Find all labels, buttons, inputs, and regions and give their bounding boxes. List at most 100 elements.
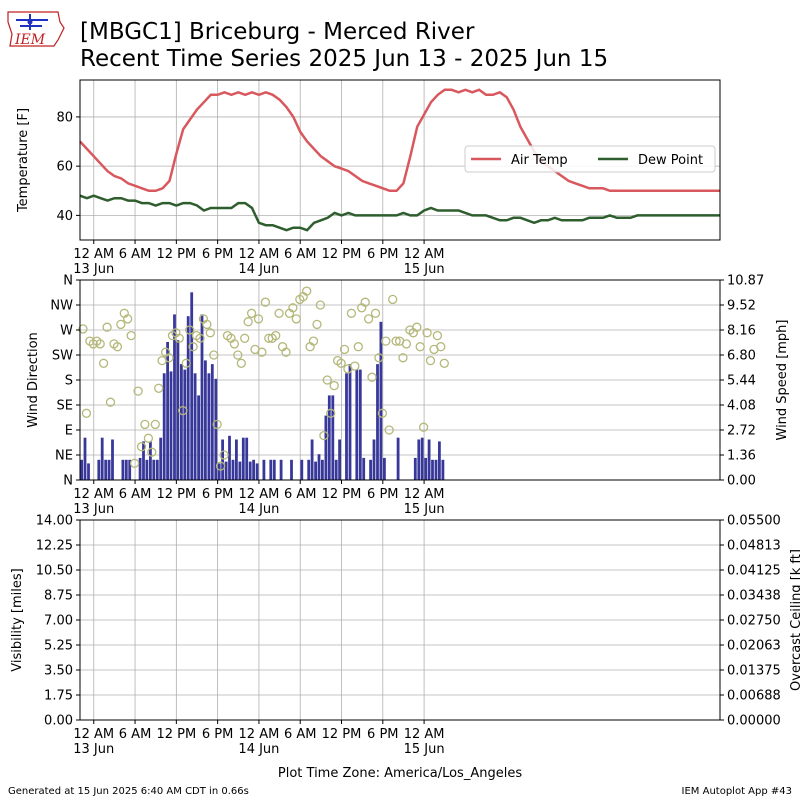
wind-direction-marker-53: [260, 297, 271, 307]
wind-direction-marker-19: [143, 433, 154, 443]
wind-direction-marker-59: [281, 347, 291, 357]
wind-speed-ytick-1: 1.36: [727, 449, 756, 464]
visibility-ytick-0: 0.00: [44, 714, 73, 729]
wind-direction-marker-76: [339, 344, 350, 355]
wind-speed-bar-44: [231, 459, 235, 480]
wind-speed-bar-39: [214, 378, 218, 480]
wind-speed-bar-47: [241, 437, 245, 480]
wind-direction-marker-38: [209, 350, 219, 360]
wind-direction-marker-73: [329, 380, 339, 391]
wind-xtick-label-7: 6 PM: [367, 487, 398, 502]
wind-direction-marker-34: [195, 333, 205, 343]
visibility-ytick-3: 5.25: [44, 639, 73, 654]
wind-direction-marker-104: [436, 342, 446, 352]
wind-speed-ytick-0: 0.00: [727, 474, 756, 489]
wind-direction-marker-62: [291, 314, 301, 324]
wind-speed-bar-56: [272, 459, 276, 480]
wind-direction-marker-11: [116, 319, 126, 330]
wind-direction-marker-45: [233, 350, 243, 360]
wind-direction-marker-29: [178, 405, 188, 416]
wind-speed-bar-36: [204, 360, 207, 480]
wind-speed-bar-74: [334, 459, 338, 480]
wind-direction-marker-7: [102, 322, 112, 332]
wind-speed-bar-100: [424, 457, 428, 480]
wind-speed-bar-33: [193, 373, 197, 480]
wind-direction-marker-61: [288, 303, 298, 313]
chart-title: [MBGC1] Briceburg - Merced River: [80, 19, 475, 45]
temperature-xtick-label-5: 6 AM: [284, 247, 317, 262]
wind-speed-bar-31: [186, 316, 190, 480]
wind-speed-bar-85: [372, 439, 376, 480]
wind-direction-marker-36: [202, 319, 212, 330]
wind-speed-bar-99: [420, 437, 424, 480]
wind-direction-marker-72: [326, 408, 336, 418]
wind-speed-bar-80: [355, 369, 359, 480]
visibility-ytick-5: 8.75: [44, 589, 73, 604]
wind-speed-ytick-4: 5.44: [727, 374, 756, 389]
visibility-xtick-date-8: 15 Jun: [404, 742, 445, 757]
wind-speed-bar-25: [166, 342, 169, 480]
wind-speed-bar-71: [324, 415, 328, 480]
wind-direction-ytick-6: W: [60, 324, 73, 339]
wind-direction-marker-68: [312, 319, 322, 330]
wind-speed-bar-82: [362, 457, 366, 480]
visibility-xtick-label-0: 12 AM: [73, 727, 114, 742]
wind-speed-bar-8: [107, 459, 111, 480]
wind-xtick-label-4: 12 AM: [239, 487, 280, 502]
wind-direction-marker-25: [164, 353, 174, 363]
wind-direction-marker-83: [363, 314, 374, 324]
wind-speed-bar-92: [396, 437, 400, 480]
wind-direction-marker-51: [253, 314, 264, 324]
wind-direction-marker-46: [236, 358, 246, 368]
temperature-plot-frame: [79, 79, 721, 241]
visibility-xtick-date-0: 13 Jun: [73, 742, 114, 757]
wind-direction-marker-37: [205, 328, 215, 338]
wind-direction-marker-44: [229, 339, 240, 349]
wind-speed-bar-29: [180, 364, 183, 480]
ceiling-y-ticks: 0.00000 0.00688 0.01375 0.02063 0.02750 0.034…: [720, 514, 781, 729]
visibility-xtick-label-8: 12 AM: [404, 727, 445, 742]
wind-direction-marker-18: [140, 419, 150, 430]
temperature-ytick-2: 80: [56, 110, 73, 125]
wind-speed-bar-19: [145, 459, 149, 480]
wind-speed-bar-43: [228, 435, 231, 480]
wind-direction-marker-70: [319, 430, 329, 441]
wind-speed-bar-34: [197, 395, 200, 480]
wind-speed-bar-27: [173, 314, 176, 480]
wind-speed-bar-81: [358, 369, 362, 480]
visibility-ytick-4: 7.00: [44, 614, 73, 629]
wind-speed-bar-55: [269, 459, 273, 480]
wind-speed-bar-41: [221, 439, 224, 480]
wind-direction-marker-15: [129, 458, 140, 468]
wind-speed-bar-84: [369, 459, 372, 480]
wind-speed-bar-35: [200, 314, 204, 480]
wind-direction-marker-71: [322, 375, 332, 385]
wind-direction-marker-22: [154, 383, 164, 393]
wind-speed-bar-26: [169, 371, 173, 480]
wind-speed-bar-42: [224, 461, 228, 480]
wind-direction-marker-78: [346, 308, 357, 318]
visibility-xtick-label-1: 6 AM: [119, 727, 152, 742]
wind-speed-bar-50: [252, 459, 255, 480]
wind-xtick-label-0: 12 AM: [73, 487, 114, 502]
ceiling-ytick-4: 0.02750: [727, 614, 781, 629]
wind-direction-marker-94: [401, 339, 412, 349]
wind-speed-bar-2: [87, 463, 90, 480]
wind-direction-marker-65: [302, 286, 312, 296]
wind-direction-marker-5: [95, 339, 105, 349]
ceiling-ytick-0: 0.00000: [727, 714, 781, 729]
temperature-xtick-label-6: 12 PM: [322, 247, 362, 262]
wind-speed-bar-69: [317, 454, 321, 480]
visibility-xtick-label-3: 6 PM: [202, 727, 233, 742]
wind-direction-marker-47: [240, 333, 250, 343]
wind-direction-marker-98: [415, 342, 425, 352]
wind-direction-marker-85: [370, 308, 381, 318]
wind-speed-bar-12: [121, 459, 125, 480]
wind-direction-marker-48: [243, 317, 253, 327]
wind-speed-bar-86: [376, 364, 379, 480]
wind-speed-y-ticks: 0.00 1.36 2.72 4.08 5.44 6.80 8.16 9.52 10.87: [720, 274, 764, 489]
wind-direction-marker-6: [98, 358, 109, 368]
